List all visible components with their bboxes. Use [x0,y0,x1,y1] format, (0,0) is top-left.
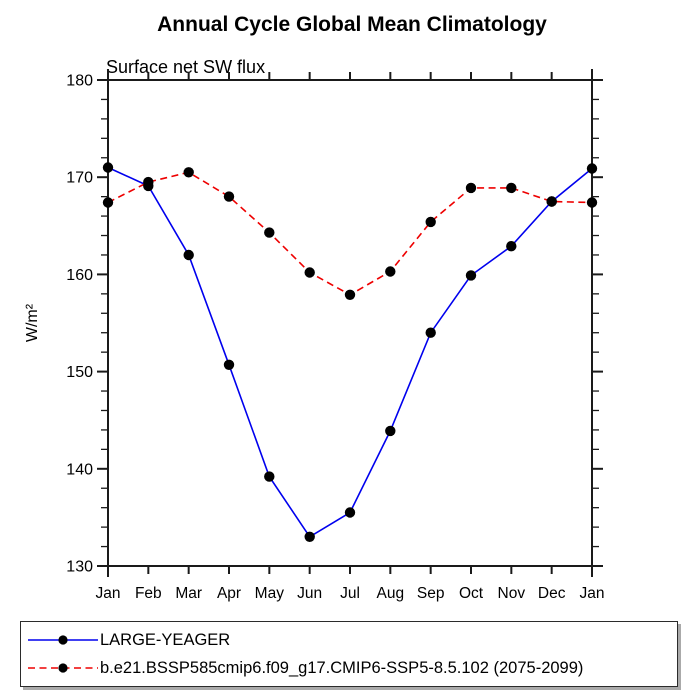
data-point [102,162,114,173]
x-tick-label: Jan [580,585,605,602]
x-tick-label: Nov [498,585,526,602]
data-point [465,270,477,281]
x-tick-label: Feb [135,585,162,602]
legend-line-sample-dashed [28,663,98,673]
plot-area: Annual Cycle Global Mean Climatology Sur… [24,13,605,602]
data-point [304,267,315,278]
x-axis-tick-labels: Jan Feb Mar Apr May Jun Jul Aug Sep Oct Nov Dec Jan [96,585,605,602]
data-point [506,182,517,194]
series-markers [102,162,598,542]
y-axis-tick-labels: 130 140 150 160 170 180 [66,73,93,576]
chart-title: Annual Cycle Global Mean Climatology [157,13,547,36]
data-point [385,425,396,437]
y-tick-label: 140 [66,461,93,478]
data-point [344,289,356,300]
legend-item-large-yeager: LARGE-YEAGER [26,626,677,654]
data-point [102,197,114,208]
series-cesm-run [107,171,593,296]
data-point [304,531,315,542]
series-line [107,166,593,538]
data-point [223,191,235,202]
legend-label-large-yeager: LARGE-YEAGER [100,630,231,649]
x-tick-label: Aug [377,585,405,602]
x-tick-label: Jan [96,585,121,602]
legend-line-sample-solid [28,635,98,645]
data-point [425,216,436,228]
series-line [107,171,593,296]
data-point [546,196,557,207]
series-markers [102,167,598,300]
y-axis-ticks [97,79,603,567]
y-tick-label: 170 [66,170,93,187]
data-point [183,167,194,178]
x-tick-label: Oct [459,585,484,602]
data-point [506,241,517,252]
y-tick-label: 180 [66,73,93,90]
x-tick-label: Sep [417,585,445,602]
legend-label-cesm-run: b.e21.BSSP585cmip6.f09_g17.CMIP6-SSP5-8.… [100,658,584,677]
y-tick-label: 160 [66,267,93,284]
data-point [586,197,598,208]
data-point [385,266,396,277]
y-tick-label: 150 [66,364,93,381]
data-point [344,507,356,518]
data-point [183,249,194,261]
data-point [264,227,275,238]
legend: LARGE-YEAGER b.e21.BSSP585cmip6.f09_g17.… [20,621,678,687]
y-tick-label: 130 [66,559,93,576]
x-tick-label: Apr [217,585,241,602]
axes [107,79,593,567]
chart-subtitle: Surface net SW flux [106,57,265,77]
data-point [143,176,154,188]
plot-border [107,79,593,567]
data-point [425,327,436,338]
x-tick-label: Jul [340,585,360,602]
data-point [223,359,235,370]
data-point [264,471,275,482]
x-tick-label: Jun [297,585,322,602]
legend-item-cesm-run: b.e21.BSSP585cmip6.f09_g17.CMIP6-SSP5-8.… [26,654,677,682]
x-axis-ticks [107,69,593,577]
x-tick-label: Mar [175,585,202,602]
x-tick-label: May [255,585,285,602]
data-point [586,163,598,174]
series-large-yeager [107,166,593,538]
y-axis-label: W/m² [24,303,41,342]
data-point [465,182,477,194]
x-tick-label: Dec [538,585,566,602]
